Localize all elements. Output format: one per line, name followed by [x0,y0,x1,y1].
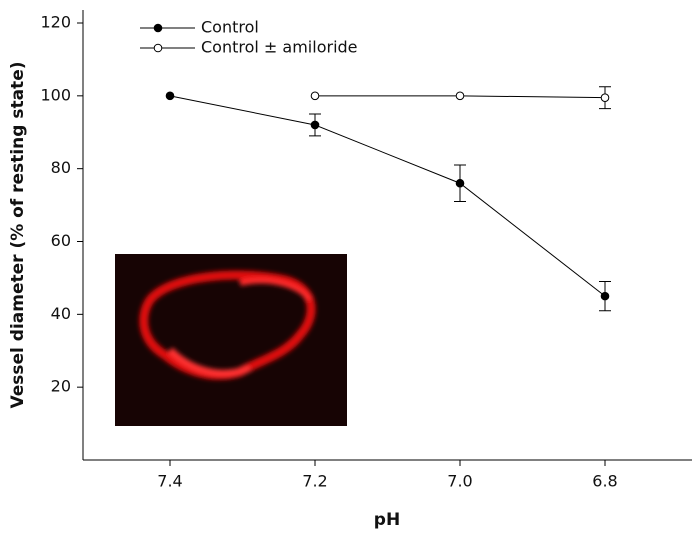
x-axis-title: pH [374,510,400,530]
legend-marker [153,43,163,53]
x-tick-label: 7.2 [302,472,327,491]
legend-label: Control ± amiloride [201,38,358,57]
data-point [600,93,610,102]
x-tick-label: 6.8 [592,472,617,491]
y-tick-label: 60 [51,231,71,250]
y-tick-label: 20 [51,377,71,396]
x-tick-label: 7.4 [157,472,182,491]
data-point [310,91,320,101]
y-axis-title: Vessel diameter (% of resting state) [8,62,28,409]
y-tick-label: 120 [40,13,71,32]
data-point [165,91,175,101]
y-tick-label: 40 [51,304,71,323]
y-tick-label: 100 [40,85,71,104]
data-point [600,291,610,301]
y-tick-label: 80 [51,158,71,177]
x-tick-label: 7.0 [447,472,472,491]
legend-marker [153,23,163,33]
series-line [169,95,606,297]
inset-image [115,254,347,426]
data-point [455,178,465,188]
data-point [310,120,320,130]
data-point [455,91,465,101]
legend-label: Control [201,18,259,37]
